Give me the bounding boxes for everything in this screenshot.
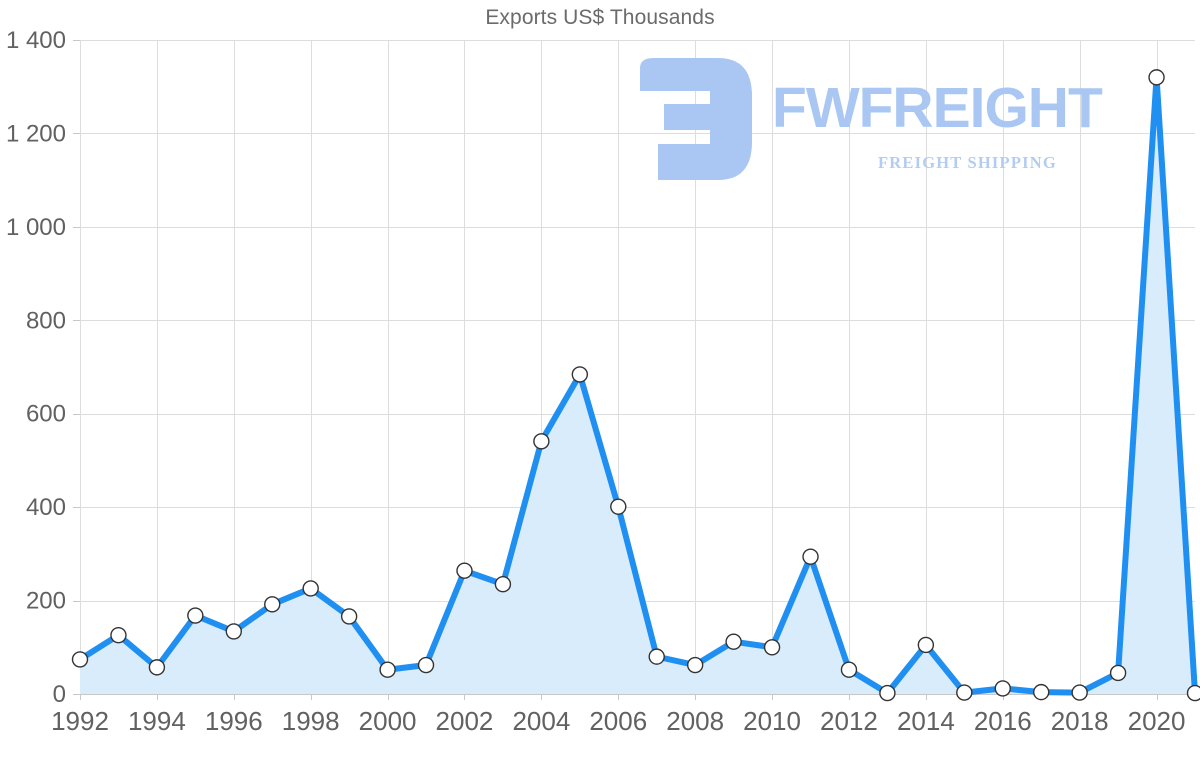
x-tick-label: 1994 [128,706,186,736]
data-point-marker[interactable] [686,656,704,674]
data-point-marker[interactable] [417,656,435,674]
data-point-marker[interactable] [648,648,665,665]
data-point-marker[interactable] [571,366,589,383]
x-tick-label: 1992 [51,706,109,736]
data-point-marker[interactable] [71,651,89,668]
data-point-marker[interactable] [725,633,742,650]
data-point-marker[interactable] [1033,683,1050,701]
x-tick-label: 2018 [1051,706,1109,736]
data-point-marker[interactable] [187,607,204,624]
x-tick-label: 2010 [743,706,801,736]
data-point-marker[interactable] [802,548,819,565]
x-tick-label: 2004 [512,706,570,736]
y-tick-label: 1 000 [6,214,66,241]
series-area-path [80,77,1195,695]
x-tick-label: 2002 [436,706,494,736]
data-point-marker[interactable] [840,661,858,678]
chart-title: Exports US$ Thousands [485,6,715,29]
data-point-marker[interactable] [879,684,896,702]
y-tick-label: 1 200 [6,120,66,147]
data-point-marker[interactable] [763,639,781,656]
data-point-marker[interactable] [379,661,396,678]
x-tick-label: 2006 [589,706,647,736]
data-point-marker[interactable] [456,562,473,579]
y-tick-label: 400 [26,494,66,521]
x-tick-label: 1996 [205,706,263,736]
data-point-marker[interactable] [302,580,319,597]
y-tick-label: 200 [26,588,66,615]
data-point-marker[interactable] [494,576,512,593]
x-tick-label: 2000 [359,706,417,736]
series-area-fill [80,77,1195,695]
data-point-markers[interactable] [71,69,1200,702]
y-tick-label: 0 [53,681,66,708]
data-point-marker[interactable] [1186,684,1200,702]
x-tick-label: 2012 [820,706,878,736]
x-tick-label: 2014 [897,706,955,736]
data-point-marker[interactable] [1148,69,1165,86]
data-point-marker[interactable] [533,433,550,450]
y-tick-label: 1 400 [6,27,66,54]
x-tick-label: 2016 [974,706,1032,736]
y-tick-label: 800 [26,307,66,334]
x-tick-label: 1998 [282,706,340,736]
data-point-marker[interactable] [1071,684,1088,701]
data-point-marker[interactable] [610,498,627,515]
x-tick-label: 2008 [666,706,724,736]
data-point-marker[interactable] [148,659,166,676]
y-tick-label: 600 [26,401,66,428]
data-point-marker[interactable] [956,684,973,701]
data-point-marker[interactable] [110,626,127,644]
x-axis-tick-labels: 1992 1994 1996 1998 2000 2002 2004 2006 2008 2010… [51,706,1185,736]
axis-lines [73,40,81,695]
data-point-marker[interactable] [264,596,281,613]
data-point-marker[interactable] [917,636,935,654]
data-point-marker[interactable] [225,623,242,640]
data-point-marker[interactable] [340,608,358,625]
data-point-marker[interactable] [1109,664,1127,682]
data-point-marker[interactable] [994,680,1011,697]
y-axis-tick-labels: 0 200 400 600 800 1 000 1 200 1 400 [6,27,66,708]
x-tick-label: 2020 [1128,706,1186,736]
